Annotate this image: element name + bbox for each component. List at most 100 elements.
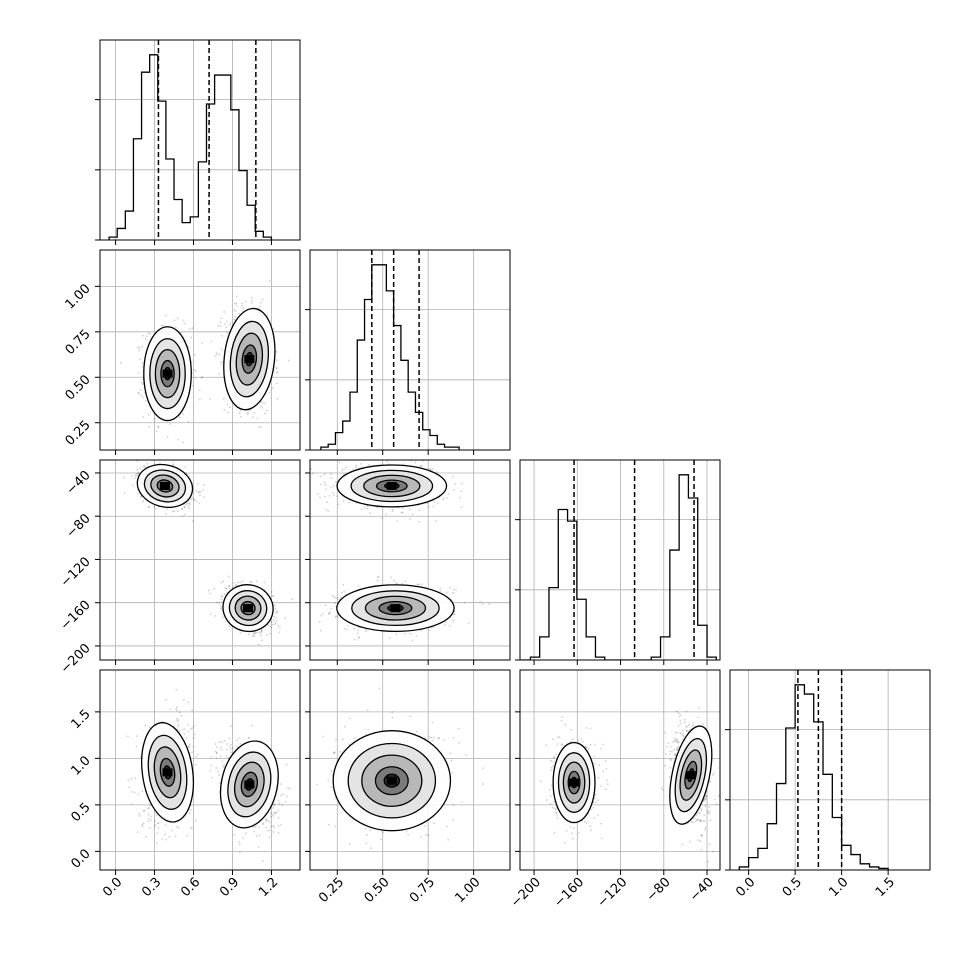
scatter-point	[431, 468, 434, 471]
scatter-point	[208, 397, 211, 400]
scatter-point	[274, 604, 276, 607]
scatter-point	[185, 737, 188, 740]
scatter-point	[174, 835, 177, 838]
scatter-point	[258, 426, 260, 429]
scatter-point	[261, 298, 264, 301]
scatter-point	[276, 366, 278, 369]
scatter-point	[439, 587, 442, 590]
scatter-point	[134, 474, 136, 476]
scatter-point	[402, 463, 405, 466]
scatter-point	[176, 717, 178, 720]
scatter-point	[136, 471, 139, 474]
scatter-point	[411, 639, 414, 642]
scatter-point	[426, 502, 429, 505]
scatter-point	[203, 496, 206, 498]
scatter-point	[401, 511, 404, 514]
scatter-point	[330, 608, 332, 610]
scatter-point	[145, 835, 148, 838]
scatter-point	[138, 346, 141, 349]
scatter-point	[363, 506, 366, 509]
scatter-point	[334, 597, 337, 599]
scatter-point	[428, 467, 431, 470]
scatter-point	[253, 635, 256, 638]
scatter-point	[287, 359, 290, 362]
scatter-point	[354, 638, 356, 641]
scatter-point	[198, 502, 201, 505]
scatter-point	[148, 425, 151, 428]
scatter-point	[141, 362, 144, 364]
scatter-point	[328, 494, 331, 497]
scatter-point	[261, 401, 264, 404]
scatter-point	[134, 777, 137, 780]
scatter-point	[220, 363, 223, 366]
scatter-point	[187, 730, 190, 733]
scatter-point	[201, 489, 204, 492]
scatter-point	[189, 808, 192, 811]
density-contour-outer	[223, 307, 276, 411]
scatter-point	[260, 631, 263, 634]
scatter-point	[354, 466, 357, 469]
scatter-point	[272, 619, 275, 622]
scatter-point	[445, 497, 448, 500]
scatter-point	[420, 583, 423, 586]
density-peak	[159, 481, 170, 490]
scatter-point	[142, 500, 145, 503]
scatter-point	[162, 324, 164, 327]
scatter-point	[195, 755, 197, 758]
scatter-point	[446, 591, 449, 594]
scatter-point	[270, 590, 273, 593]
scatter-point	[345, 628, 348, 631]
scatter-point	[311, 472, 314, 475]
scatter-point	[460, 490, 463, 493]
scatter-point	[185, 503, 188, 506]
scatter-point	[430, 626, 433, 629]
scatter-point	[359, 462, 362, 465]
scatter-point	[323, 473, 326, 476]
scatter-point	[258, 305, 261, 308]
scatter-point	[228, 585, 231, 587]
scatter-point	[215, 351, 218, 354]
scatter-point	[141, 465, 144, 468]
scatter-point	[139, 389, 142, 391]
scatter-point	[142, 415, 145, 418]
scatter-point	[191, 751, 194, 754]
scatter-point	[227, 411, 229, 414]
scatter-point	[141, 790, 144, 793]
scatter-point	[216, 353, 218, 356]
scatter-point	[324, 483, 327, 486]
scatter-point	[227, 585, 230, 588]
scatter-point	[323, 481, 326, 484]
scatter-point	[291, 624, 293, 626]
scatter-point	[335, 615, 337, 618]
hist-panel-2	[515, 459, 721, 665]
density-peak	[243, 604, 254, 613]
scatter-point	[136, 468, 139, 471]
scatter-point	[175, 708, 177, 710]
scatter-point	[449, 587, 451, 589]
scatter-point	[261, 639, 263, 642]
scatter-point	[331, 492, 334, 494]
scatter-point	[156, 832, 159, 835]
scatter-point	[184, 506, 187, 509]
density-core	[336, 584, 455, 633]
scatter-point	[239, 631, 242, 634]
scatter-point	[342, 583, 345, 586]
scatter-point	[278, 631, 281, 634]
scatter-point	[199, 398, 201, 401]
density-core	[136, 463, 194, 508]
density-core	[222, 584, 274, 633]
scatter-point	[437, 502, 439, 504]
scatter-point	[144, 338, 147, 340]
scatter-point	[223, 323, 226, 325]
scatter-point	[429, 468, 432, 471]
scatter-point	[239, 581, 242, 584]
scatter-point	[238, 312, 241, 315]
scatter-point	[190, 498, 193, 501]
scatter-point	[180, 331, 182, 334]
scatter-point	[220, 607, 222, 610]
scatter-point	[154, 824, 157, 826]
scatter-point	[402, 507, 405, 510]
scatter-point	[249, 580, 252, 583]
scatter-point	[238, 412, 241, 415]
scatter-point	[367, 505, 369, 508]
